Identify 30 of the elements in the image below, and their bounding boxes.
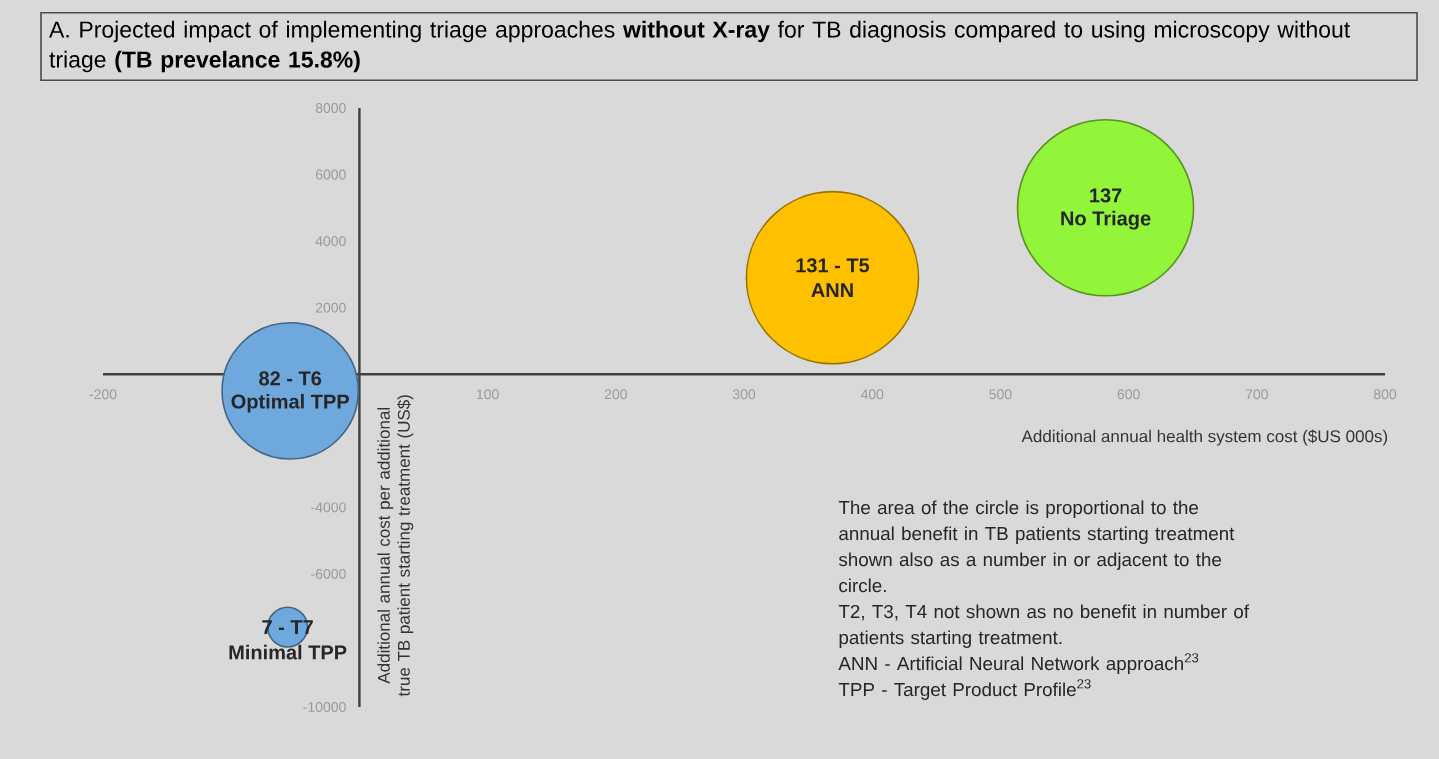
annotation: TPP - Target Product Profile$^{23}$ xyxy=(838,679,1091,700)
y-tick-label: 2000 xyxy=(315,302,346,313)
y-tick-label: 6000 xyxy=(315,169,346,180)
x-tick-label: 300 xyxy=(732,389,756,400)
y-axis-title: Additional annual cost per additional true TB patient starting treatment (US$) xyxy=(377,395,414,697)
x-axis-title: Additional annual health system cost ($US 000s) xyxy=(1021,429,1388,446)
annotation: 137 xyxy=(1090,188,1122,203)
annotation: 131 - T5 xyxy=(796,258,870,273)
x-tick-label: 600 xyxy=(1117,389,1140,400)
x-tick-label: 500 xyxy=(989,389,1012,400)
annotation: No Triage xyxy=(1061,210,1151,230)
y-tick-label: -6000 xyxy=(311,568,346,579)
x-tick-label: 700 xyxy=(1245,389,1268,400)
y-tick-label: 8000 xyxy=(315,103,346,113)
annotation: The area of the circle is proportional to the annual benefit in TB patients starting treatment shown also as a number in or adjacent to the circle. xyxy=(838,500,1235,593)
y-tick-label: -4000 xyxy=(311,502,346,513)
y-tick-label: -10000 xyxy=(303,702,346,712)
y-tick-label: 4000 xyxy=(315,236,346,247)
x-tick-label: 800 xyxy=(1373,389,1397,400)
annotation: ANN - Artificial Neural Network approach$^{23}$ xyxy=(838,653,1199,674)
annotation: Minimal TPP xyxy=(229,644,347,660)
x-tick-label: 100 xyxy=(477,389,499,400)
annotation: 82 - T6 xyxy=(259,371,322,386)
x-tick-label: 400 xyxy=(860,389,884,400)
x-tick-label: -200 xyxy=(89,389,117,400)
annotation: T2, T3, T4 not shown as no benefit in number of patients starting treatment. xyxy=(838,604,1250,648)
x-tick-label: 200 xyxy=(604,389,627,400)
annotation: Optimal TPP xyxy=(231,393,349,413)
chart-title: A. Projected impact of implementing triage approaches without X-ray for TB diagnosis compared to using microscopy without triage (TB prevelance 15.8%) xyxy=(49,20,1351,73)
annotation: ANN xyxy=(811,283,853,297)
